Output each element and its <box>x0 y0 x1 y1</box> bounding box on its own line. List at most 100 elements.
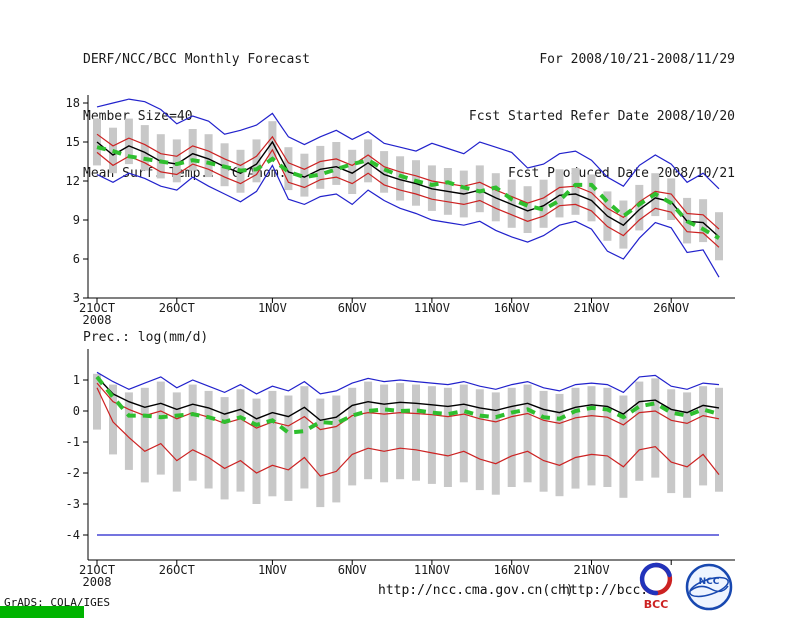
spread-bar <box>156 381 165 475</box>
y-tick-label: 3 <box>73 291 80 305</box>
spread-bar <box>715 387 723 492</box>
green-corner-bar <box>0 606 84 618</box>
spread-bar <box>412 384 420 481</box>
spread-bar <box>364 381 373 480</box>
spread-bar <box>109 384 117 455</box>
spread-bar <box>587 386 596 486</box>
y-tick-label: -2 <box>66 466 80 480</box>
spread-bar <box>459 384 468 483</box>
spread-bar <box>348 149 357 194</box>
x-tick-year-label: 2008 <box>83 313 112 327</box>
bcc-logo: BCC <box>633 560 679 616</box>
y-tick-label: 6 <box>73 252 80 266</box>
spread-bar <box>204 134 213 178</box>
spread-bar <box>300 386 309 489</box>
spread-bar <box>667 389 676 494</box>
spread-bar <box>523 186 532 233</box>
spread-bar <box>252 139 261 183</box>
spread-bar <box>300 153 309 197</box>
spread-bar <box>619 395 628 498</box>
y-tick-label: -4 <box>66 528 80 542</box>
x-tick-label: 11NOV <box>414 563 450 577</box>
spread-bar <box>284 395 293 501</box>
spread-bar <box>348 387 357 486</box>
x-tick-label: 16NOV <box>494 301 530 315</box>
spread-bar <box>555 393 564 497</box>
ncc-logo-wave <box>689 585 729 593</box>
envelope-max-line <box>96 371 720 395</box>
bcc-logo-disc <box>640 563 672 595</box>
spread-bar <box>587 174 596 222</box>
spread-bar <box>539 179 548 228</box>
grads-stamp: GrADS: COLA/IGES <box>4 596 110 609</box>
spread-bar <box>284 147 293 191</box>
x-tick-label: 6NOV <box>338 301 367 315</box>
x-tick-label: 26NOV <box>653 301 689 315</box>
upper-bound-line <box>96 133 720 230</box>
spread-bar <box>332 142 341 185</box>
spread-bar <box>188 384 197 481</box>
x-tick-label: 1NOV <box>258 301 287 315</box>
plot-title: DERF/NCC/BCC Monthly Forecast <box>83 52 310 67</box>
ensemble-mean-line <box>96 140 720 238</box>
x-tick-label: 6NOV <box>338 563 367 577</box>
spread-bar <box>236 389 245 492</box>
envelope-max-line <box>96 98 720 190</box>
x-tick-label: 26OCT <box>159 301 195 315</box>
y-tick-label: 1 <box>73 373 80 387</box>
spread-bar <box>172 392 181 492</box>
x-tick-label: 21OCT <box>79 301 115 315</box>
bcc-url-link[interactable]: http://bcc.c <box>562 583 656 598</box>
spread-bar <box>364 139 373 183</box>
spread-bar <box>316 145 325 189</box>
spread-bar <box>699 199 708 243</box>
ncc-logo: NCC <box>684 562 734 616</box>
spread-bar <box>140 125 149 171</box>
x-tick-label: 26OCT <box>159 563 195 577</box>
spread-bar <box>140 387 149 483</box>
y-tick-label: 0 <box>73 404 80 418</box>
spread-bar <box>204 390 213 489</box>
spread-bar <box>699 386 708 486</box>
y-tick-label: 18 <box>66 96 80 110</box>
spread-bar <box>93 373 101 430</box>
spread-bar <box>491 392 500 495</box>
spread-bar <box>316 398 325 508</box>
spread-bar <box>172 139 181 183</box>
spread-bar <box>603 387 612 487</box>
y-tick-label: -1 <box>66 435 80 449</box>
y-tick-label: 15 <box>66 135 80 149</box>
spread-bar <box>427 386 436 484</box>
ensemble-mean-line <box>96 376 720 422</box>
upper-bound-line <box>96 382 720 431</box>
bcc-logo-blue-swirl <box>639 562 672 596</box>
x-tick-year-label: 2008 <box>83 575 112 589</box>
ncc-logo-ring <box>685 563 733 611</box>
envelope-min-line <box>96 164 720 278</box>
spread-bar <box>443 387 452 487</box>
spread-bar <box>539 390 548 492</box>
spread-bar <box>635 184 644 231</box>
x-tick-label: 21NOV <box>573 301 609 315</box>
spread-bar <box>523 384 532 483</box>
lower-bound-line <box>96 148 720 248</box>
spread-bar <box>380 151 389 193</box>
spread-bar <box>555 169 564 218</box>
x-tick-label: 1NOV <box>258 563 287 577</box>
x-tick-label: 21OCT <box>79 563 115 577</box>
spread-bar <box>635 381 644 481</box>
spread-bar <box>507 387 516 487</box>
bcc-logo-label: BCC <box>644 598 669 611</box>
x-tick-label: 11NOV <box>414 301 450 315</box>
spread-bar <box>667 178 676 220</box>
x-tick-label: 21NOV <box>573 563 609 577</box>
spread-bar <box>332 395 341 503</box>
refer-date-label: Fcst Started Refer Date 2008/10/20 <box>468 109 735 124</box>
y-tick-label: 12 <box>66 174 80 188</box>
reference-dashed-line <box>95 375 720 435</box>
spread-bar <box>252 398 261 504</box>
ncc-url-link[interactable]: http://ncc.cma.gov.cn(ch) <box>378 583 574 598</box>
spread-bar <box>475 165 484 213</box>
